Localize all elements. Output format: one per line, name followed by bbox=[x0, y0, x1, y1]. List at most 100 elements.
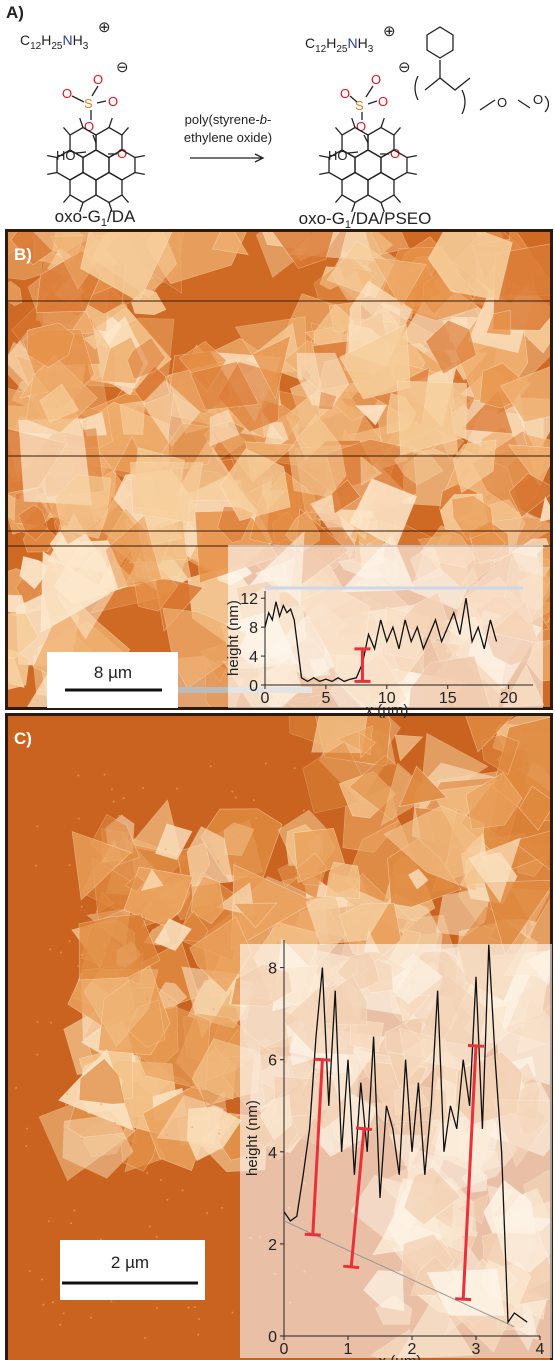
t: 3 bbox=[83, 41, 89, 52]
methyl bbox=[335, 127, 342, 135]
x-tick-label: 5 bbox=[321, 690, 330, 707]
afm-dot bbox=[191, 1126, 193, 1128]
arrow-label: poly(styrene-b- bbox=[185, 112, 272, 127]
afm-dot bbox=[218, 1132, 220, 1134]
ring bbox=[368, 128, 394, 158]
y-axis-label: height (nm) bbox=[244, 1100, 261, 1176]
charge: ⊖ bbox=[398, 59, 411, 76]
afm-dot bbox=[225, 969, 227, 971]
afm-dot bbox=[166, 1134, 168, 1136]
afm-dot bbox=[186, 1054, 188, 1056]
afm-dot bbox=[43, 1304, 45, 1306]
t: H bbox=[326, 35, 336, 51]
x-tick-label: 1 bbox=[344, 1341, 353, 1358]
t: 12 bbox=[315, 44, 327, 55]
cation: C12H25NH3 bbox=[305, 35, 374, 55]
atom: HO bbox=[56, 148, 76, 163]
methyl bbox=[407, 156, 417, 158]
methyl bbox=[352, 118, 355, 127]
methyl bbox=[122, 195, 129, 203]
methyl bbox=[109, 118, 112, 127]
atom: O bbox=[84, 119, 94, 134]
afm-dot bbox=[182, 1189, 184, 1191]
x-tick-label: 20 bbox=[500, 690, 518, 707]
afm-dot bbox=[194, 1306, 196, 1308]
afm-dot bbox=[170, 873, 172, 875]
atom: O bbox=[371, 72, 381, 87]
afm-dot bbox=[156, 919, 158, 921]
afm-dot bbox=[176, 1080, 178, 1082]
atom: HO bbox=[328, 148, 348, 163]
methyl bbox=[407, 173, 417, 175]
afm-dot bbox=[66, 1093, 68, 1095]
t: 3 bbox=[368, 44, 374, 55]
y-tick-label: 2 bbox=[268, 1237, 277, 1254]
methyl bbox=[135, 173, 145, 175]
atom: S bbox=[84, 96, 93, 111]
afm-dot bbox=[146, 1039, 148, 1041]
afm-dot bbox=[69, 940, 71, 942]
afm-dot bbox=[114, 1122, 116, 1124]
afm-dot bbox=[63, 1312, 65, 1314]
page: Figure {"panel_a": { "label": "A)", "lef… bbox=[0, 0, 555, 1360]
afm-dot bbox=[237, 835, 239, 837]
atom: O bbox=[93, 72, 103, 87]
afm-dot bbox=[149, 1225, 151, 1227]
t: C bbox=[305, 35, 315, 51]
ring bbox=[96, 173, 122, 203]
afm-dot bbox=[50, 1022, 52, 1024]
t: N bbox=[348, 35, 358, 51]
afm-dot bbox=[65, 1104, 67, 1106]
afm-flake bbox=[120, 401, 145, 435]
afm-dot bbox=[116, 1166, 118, 1168]
afm-dot bbox=[146, 1172, 148, 1174]
body: A) C12H25NH3 ⊕ ⊖ O O S O O HO O oxo-G1/D… bbox=[0, 0, 555, 1360]
atom: O bbox=[108, 94, 118, 109]
compound-name: oxo-G1/DA bbox=[55, 207, 136, 229]
t: C bbox=[20, 32, 30, 48]
afm-dot bbox=[48, 1220, 50, 1222]
methyl bbox=[80, 118, 83, 127]
y-tick-label: 0 bbox=[268, 1329, 277, 1346]
y-tick-label: 0 bbox=[249, 678, 258, 695]
afm-dot bbox=[204, 949, 206, 951]
afm-dot bbox=[168, 999, 170, 1001]
afm-dot bbox=[110, 1300, 112, 1302]
afm-dot bbox=[59, 1324, 61, 1326]
afm-dot bbox=[49, 948, 51, 950]
y-tick-label: 6 bbox=[268, 1053, 277, 1070]
afm-dot bbox=[197, 1334, 199, 1336]
afm-dot bbox=[146, 998, 148, 1000]
y-tick-label: 4 bbox=[249, 649, 258, 666]
afm-dot bbox=[70, 1222, 72, 1224]
atom: S bbox=[355, 98, 364, 113]
t: poly(styrene- bbox=[185, 112, 260, 127]
afm-dot bbox=[113, 800, 115, 802]
afm-dot bbox=[303, 810, 305, 812]
afm-dot bbox=[25, 1145, 27, 1147]
x-axis-label: x (µm) bbox=[379, 1353, 422, 1360]
charge: ⊕ bbox=[98, 19, 111, 36]
polymer-chain bbox=[415, 60, 549, 114]
afm-dot bbox=[235, 797, 237, 799]
afm-dot bbox=[302, 891, 304, 893]
t: N bbox=[63, 32, 73, 48]
afm-dot bbox=[166, 1199, 168, 1201]
methyl bbox=[122, 127, 129, 135]
afm-dot bbox=[221, 1207, 223, 1209]
afm-dot bbox=[103, 943, 105, 945]
afm-dot bbox=[96, 910, 98, 912]
afm-dot bbox=[154, 1057, 156, 1059]
afm-dot bbox=[265, 763, 267, 765]
panel-label: C) bbox=[14, 729, 32, 748]
t: - bbox=[267, 112, 271, 127]
afm-dot bbox=[35, 865, 37, 867]
t: H bbox=[73, 32, 83, 48]
afm-dot bbox=[231, 791, 233, 793]
afm-dot bbox=[81, 906, 83, 908]
afm-streak bbox=[8, 300, 550, 302]
afm-dot bbox=[277, 942, 279, 944]
t: HO bbox=[56, 148, 76, 163]
t: H bbox=[41, 32, 51, 48]
y-tick-label: 8 bbox=[249, 620, 258, 637]
